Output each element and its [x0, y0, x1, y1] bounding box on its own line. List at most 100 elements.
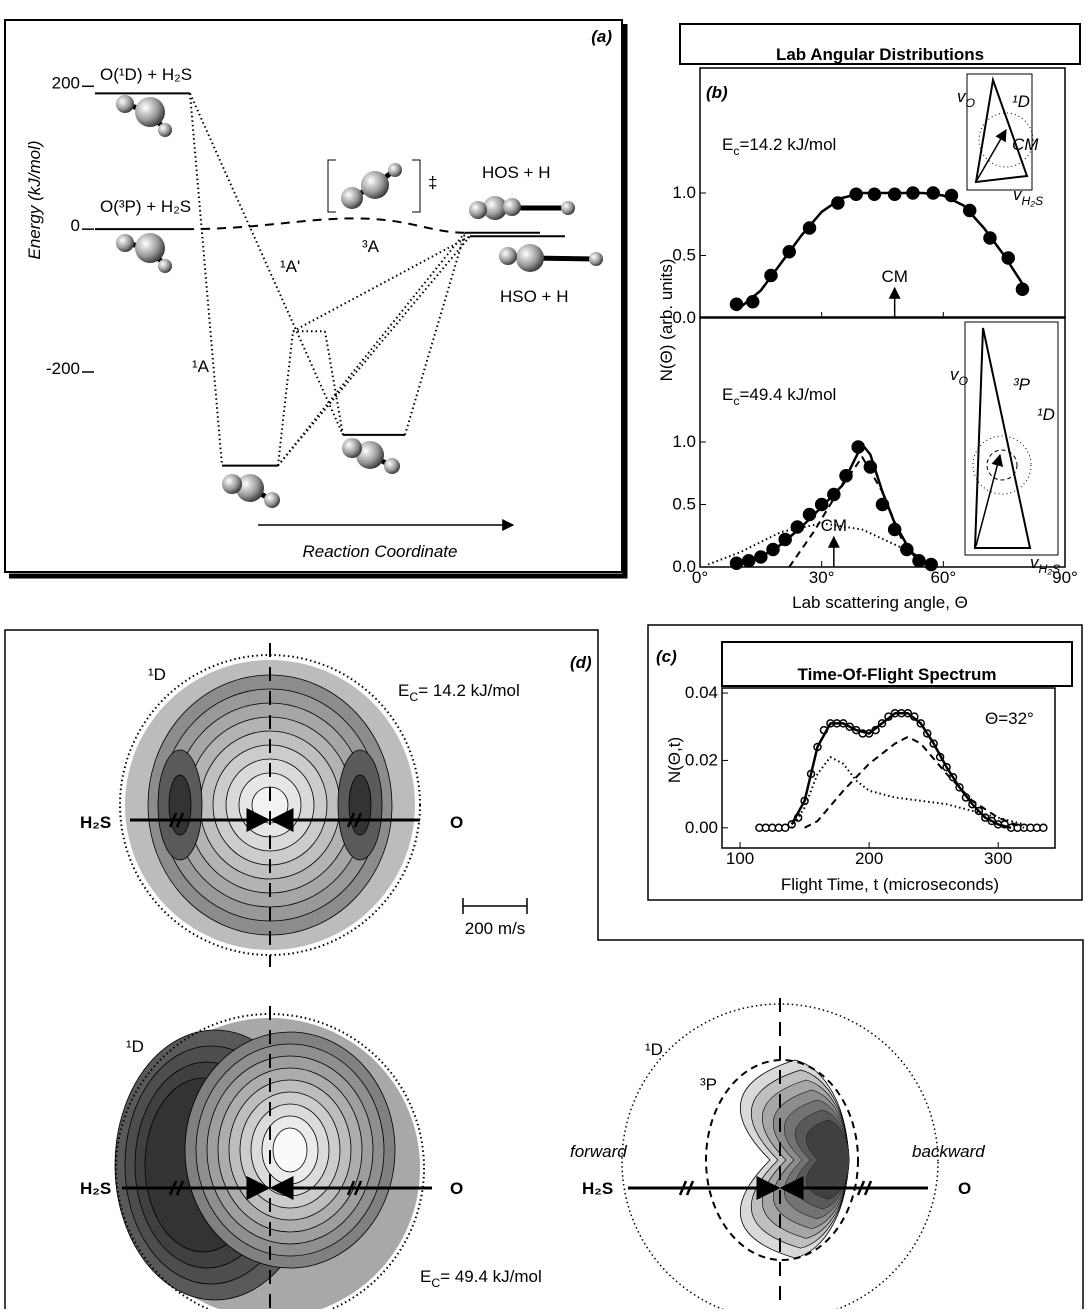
contour — [272, 1127, 308, 1173]
newton-arrow — [975, 453, 1004, 547]
panel-label: (d) — [570, 653, 592, 672]
state-label: ³A — [362, 237, 380, 256]
level-label: HSO + H — [500, 287, 569, 306]
cm-label: CM — [881, 267, 907, 286]
x-tick-label: 100 — [726, 849, 754, 868]
connector — [277, 331, 294, 466]
break-mark — [346, 1180, 363, 1196]
atom — [356, 441, 384, 469]
atom — [135, 97, 165, 127]
atom — [135, 233, 165, 263]
y-tick-label: 0.0 — [672, 308, 696, 327]
energy-label: EC= 14.2 kJ/mol — [398, 681, 520, 704]
connector — [277, 235, 471, 467]
curve — [790, 756, 1025, 829]
annotation-part: c — [733, 394, 739, 408]
newton-label: ¹D — [1012, 92, 1030, 111]
energy-label-part: C — [409, 690, 418, 704]
atom — [342, 438, 362, 458]
triplet-path — [184, 217, 466, 234]
y-tick-label: 0.5 — [672, 495, 696, 514]
cm-label: CM — [821, 516, 847, 535]
newton-label: ³P — [1013, 375, 1031, 394]
newton-label-part: v — [957, 87, 967, 106]
state-label: ³P — [700, 1075, 717, 1094]
curve — [790, 712, 1012, 830]
atom — [361, 171, 389, 199]
x-axis-label: Reaction Coordinate — [303, 542, 458, 561]
x-tick-label: 30° — [809, 568, 835, 587]
newton-circle — [978, 112, 1034, 168]
state-label: ¹D — [126, 1037, 144, 1056]
connector — [324, 331, 344, 436]
annotation: Θ=32° — [985, 709, 1034, 728]
state-label: ¹A — [192, 357, 210, 376]
product-label: O — [958, 1179, 971, 1198]
atom — [483, 196, 507, 220]
newton-arrow — [976, 128, 1007, 181]
crescent — [805, 1119, 850, 1200]
energy-label-part: C — [431, 1276, 440, 1290]
y-tick-label: 0.5 — [672, 246, 696, 265]
x-axis-label: Lab scattering angle, Θ — [792, 593, 968, 612]
x-axis-label: Flight Time, t (microseconds) — [781, 875, 999, 894]
title-box-b — [679, 23, 1081, 65]
annotation-part: c — [733, 144, 739, 158]
direction-label: forward — [570, 1142, 627, 1161]
break-mark — [856, 1180, 873, 1196]
newton-circle — [972, 435, 1032, 495]
y-axis-label: N(Θ,t) — [665, 737, 684, 783]
atom — [469, 201, 487, 219]
atom — [561, 201, 575, 215]
y-axis-label: Energy (kJ/mol) — [25, 140, 44, 259]
curve — [707, 522, 932, 566]
y-tick-label: 0.00 — [685, 818, 718, 837]
chart-title: Time-Of-Flight Spectrum — [798, 665, 997, 684]
newton-label: vH₂S — [1013, 185, 1044, 208]
energy-label-part: = 14.2 kJ/mol — [418, 681, 520, 700]
level-label: O(¹D) + H₂S — [100, 65, 192, 84]
atom — [341, 187, 363, 209]
atom — [158, 259, 172, 273]
atom — [264, 492, 280, 508]
x-tick-label: 0° — [692, 568, 708, 587]
newton-label-part: v — [1030, 553, 1040, 572]
ts-label: ‡ — [428, 173, 437, 192]
newton-circle — [986, 449, 1018, 481]
newton-label: CM — [1012, 135, 1039, 154]
atom — [503, 198, 521, 216]
newton-label: vO — [950, 365, 969, 388]
x-tick-label: 300 — [984, 849, 1012, 868]
data-point — [1039, 823, 1048, 833]
atom — [384, 458, 400, 474]
newton-label-part: O — [959, 374, 969, 388]
newton-label-part: v — [1013, 185, 1023, 204]
reactant-label: H₂S — [80, 813, 111, 832]
state-label: ¹D — [645, 1040, 663, 1059]
atom — [236, 474, 264, 502]
y-tick-label: 0.04 — [685, 683, 718, 702]
curve — [788, 456, 924, 568]
x-tick-label: 200 — [855, 849, 883, 868]
contour-lobe — [168, 774, 192, 836]
data-point — [780, 823, 790, 833]
y-tick-label: 1.0 — [672, 183, 696, 202]
newton-label-part: H₂S — [1022, 194, 1045, 208]
newton-triangle — [973, 327, 1032, 549]
data-point — [814, 497, 829, 512]
data-point — [790, 520, 805, 534]
panel-a-frame — [4, 19, 623, 573]
connector — [189, 93, 344, 436]
atom — [222, 474, 242, 494]
y-tick-label: -200 — [46, 359, 80, 378]
break-mark — [168, 1180, 185, 1196]
contour-lobe — [348, 774, 372, 836]
newton-label: vH₂S — [1030, 553, 1061, 576]
scale-bar-label: 200 m/s — [465, 919, 525, 938]
newton-triangle — [974, 76, 1029, 184]
y-tick-label: 0 — [71, 216, 80, 235]
connector — [404, 232, 466, 436]
newton-label-part: H₂S — [1039, 562, 1062, 576]
product-label: O — [450, 1179, 463, 1198]
